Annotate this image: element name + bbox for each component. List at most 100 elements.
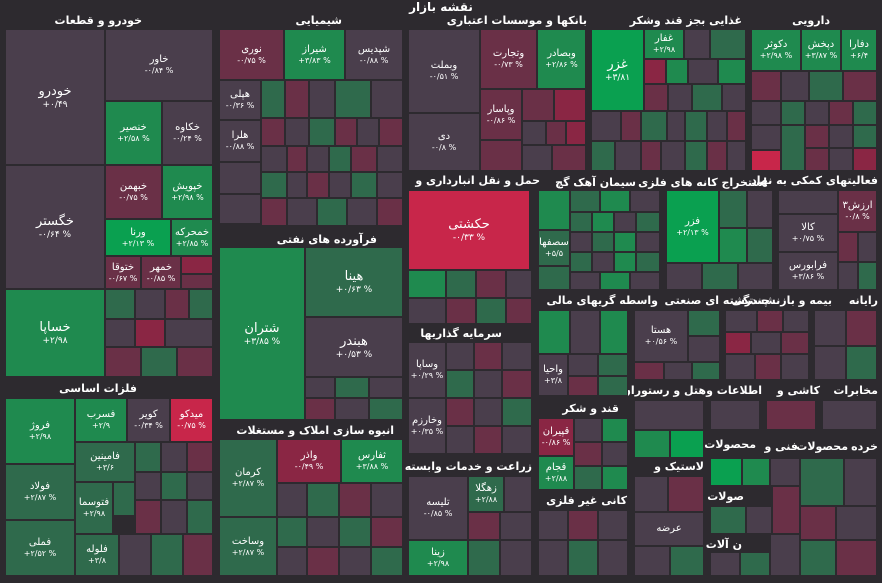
tile-dkosar[interactable]: دکوثر +۲/۹۸ % — [751, 29, 801, 71]
filler-tile — [644, 84, 668, 111]
tile-kala[interactable]: کالا +۰/۷۵ % — [778, 214, 838, 252]
tile-khakave[interactable]: خکاوه -۰/۲۴ % — [162, 101, 213, 165]
filler-tile — [710, 552, 740, 576]
tile-vkharazm[interactable]: وخارزم +۰/۳۵ % — [408, 398, 446, 454]
tile-noori[interactable]: نوری -۰/۷۵ % — [219, 29, 284, 80]
filler-tile — [546, 121, 566, 145]
tile-harla[interactable]: هلرا -۰/۸۸ % — [219, 120, 261, 162]
filler-tile — [668, 84, 692, 111]
filler-tile — [772, 486, 800, 534]
tile-dfara[interactable]: دفارا +۶/۴ — [841, 29, 877, 71]
filler-tile — [568, 354, 598, 376]
filler-tile — [468, 540, 500, 576]
tile-zina[interactable]: زینا +۲/۹۸ — [408, 540, 468, 576]
tile-khbahman[interactable]: خبهمن -۰/۷۵ % — [105, 165, 162, 219]
tile-fameli[interactable]: فملی +۲/۵۲ % — [5, 520, 75, 576]
tile-vbsader[interactable]: وبصادر +۲/۸۶ % — [537, 29, 586, 89]
filler-tile — [502, 426, 532, 454]
filler-tile — [570, 232, 592, 252]
filler-tile — [480, 140, 522, 171]
filler-tile — [591, 111, 621, 141]
tile-di[interactable]: دی -۰/۸ % — [408, 113, 480, 171]
tile-kavir[interactable]: کویر -۰/۳۴ % — [127, 398, 170, 442]
filler-tile — [446, 426, 474, 454]
filler-tile — [522, 89, 554, 121]
filler-tile — [766, 400, 816, 430]
tile-hkeshti[interactable]: حکشتی -۰/۳۳ % — [408, 190, 530, 270]
tile-qpiran[interactable]: قپیران -۰/۸۶ % — [538, 418, 574, 456]
tile-talise[interactable]: تلیسه -۰/۸۵ % — [408, 476, 468, 540]
filler-tile — [351, 172, 377, 198]
tile-foolad[interactable]: فولاد +۲/۸۷ % — [5, 464, 75, 520]
tile-arzesh[interactable]: ارزش۳ -۰/۸ % — [838, 190, 877, 232]
tile-ghafar[interactable]: غفار +۲/۹۸ — [644, 29, 684, 59]
tile-ghazar[interactable]: غزر +۳/۸۱ — [591, 29, 644, 111]
filler-tile — [446, 270, 476, 298]
filler-tile — [800, 506, 836, 540]
filler-tile — [500, 512, 532, 540]
tile-khsapa[interactable]: خساپا +۲/۹۸ — [5, 289, 105, 377]
tile-famineen[interactable]: فامینین +۳/۶ — [75, 442, 135, 482]
tile-hbender[interactable]: هبندر +۰/۵۳ % — [305, 317, 403, 377]
tile-hasta[interactable]: هستا +۰/۵۶ % — [634, 310, 688, 362]
tile-vahiya[interactable]: واحیا +۳/۸ — [538, 354, 568, 396]
tile-vbmellat[interactable]: وبملت -۰/۵۱ % — [408, 29, 480, 113]
sector-title-transport: حمل و نقل انبارداری و — [415, 174, 540, 187]
filler-tile — [287, 198, 317, 226]
tile-heli[interactable]: هپلی -۰/۳۶ % — [219, 80, 261, 120]
tile-thfars[interactable]: ثفارس +۳/۸۸ % — [341, 439, 403, 483]
tile-khzamhar[interactable]: خمهر -۰/۸۵ % — [141, 256, 181, 289]
filler-tile — [838, 262, 858, 290]
tile-vtejarat[interactable]: وتجارت -۰/۷۳ % — [480, 29, 537, 89]
tile-khtoogha[interactable]: ختوقا -۰/۶۷ % — [105, 256, 141, 289]
tile-shdis[interactable]: شپدیس -۰/۸۸ % — [345, 29, 403, 80]
filler-tile — [181, 274, 213, 289]
tile-fooladz[interactable]: فروژ +۲/۹۸ — [5, 398, 75, 464]
tile-khodro[interactable]: خودرو +۰/۴۹ — [5, 29, 105, 165]
tile-shatran[interactable]: شتران +۳/۸۵ % — [219, 247, 305, 420]
tile-hina[interactable]: هینا +۰/۶۳ % — [305, 247, 403, 317]
tile-dpakhsh[interactable]: دپخش +۳/۸۷ % — [801, 29, 841, 71]
filler-tile — [727, 111, 746, 141]
filler-tile — [688, 336, 720, 362]
tile-khavar[interactable]: خاور -۰/۸۴ % — [105, 29, 213, 101]
filler-tile — [119, 534, 151, 576]
filler-tile — [574, 418, 602, 442]
tile-kerman[interactable]: کرمان +۲/۸۷ % — [219, 439, 277, 517]
sector-title-product1: محصولات — [704, 438, 756, 451]
tile-khegostar[interactable]: خگستر -۰/۶۴ % — [5, 165, 105, 289]
tile-vpasar[interactable]: وپاسار -۰/۸۶ % — [480, 89, 522, 140]
tile-arzeh[interactable]: عرضه — [634, 512, 704, 546]
sector-title-computer: رایانه — [848, 294, 878, 307]
filler-tile — [165, 319, 213, 347]
tile-khpooyesh[interactable]: خپویش +۲/۹۸ % — [162, 165, 213, 219]
filler-tile — [858, 232, 877, 262]
filler-tile — [371, 80, 403, 118]
tile-fasma[interactable]: فتوسما +۲/۹۸ — [75, 482, 113, 534]
tile-vsakht[interactable]: وساخت +۲/۸۷ % — [219, 517, 277, 576]
tile-farabourse[interactable]: فرابورس +۳/۸۶ % — [778, 252, 838, 290]
filler-tile — [636, 252, 660, 272]
tile-varena[interactable]: ورنا +۲/۱۳ % — [105, 219, 171, 256]
filler-tile — [161, 500, 187, 534]
tile-felouleh[interactable]: فلوله +۳/۸ — [75, 534, 119, 576]
tile-qhekmat[interactable]: قجام +۲/۸۸ — [538, 456, 574, 490]
tile-vsapa[interactable]: وساپا +۰/۲۹ % — [408, 342, 446, 398]
tile-khamehrekeh[interactable]: خمحرکه +۲/۸۵ % — [171, 219, 213, 256]
tile-fasarb[interactable]: فسرب +۲/۹ — [75, 398, 127, 442]
tile-vaazar[interactable]: واذر -۰/۴۹ % — [277, 439, 341, 483]
filler-tile — [738, 263, 773, 290]
filler-tile — [602, 466, 628, 490]
filler-tile — [710, 400, 760, 430]
filler-tile — [285, 80, 309, 118]
filler-tile — [722, 84, 746, 111]
tile-fazar[interactable]: فزر +۲/۱۳ % — [666, 190, 719, 263]
tile-shiraz[interactable]: شیراز +۳/۸۳ % — [284, 29, 345, 80]
tile-zhagol[interactable]: زهگلا +۲/۸۸ — [468, 476, 504, 512]
filler-tile — [261, 80, 285, 118]
tile-sepahan[interactable]: سصفها +۵/۵ — [538, 230, 570, 266]
tile-khansir[interactable]: خنصیر +۲/۵۸ % — [105, 101, 162, 165]
filler-tile — [614, 252, 636, 272]
tile-meydko[interactable]: میدکو -۰/۷۵ % — [170, 398, 213, 442]
filler-tile — [805, 148, 829, 171]
